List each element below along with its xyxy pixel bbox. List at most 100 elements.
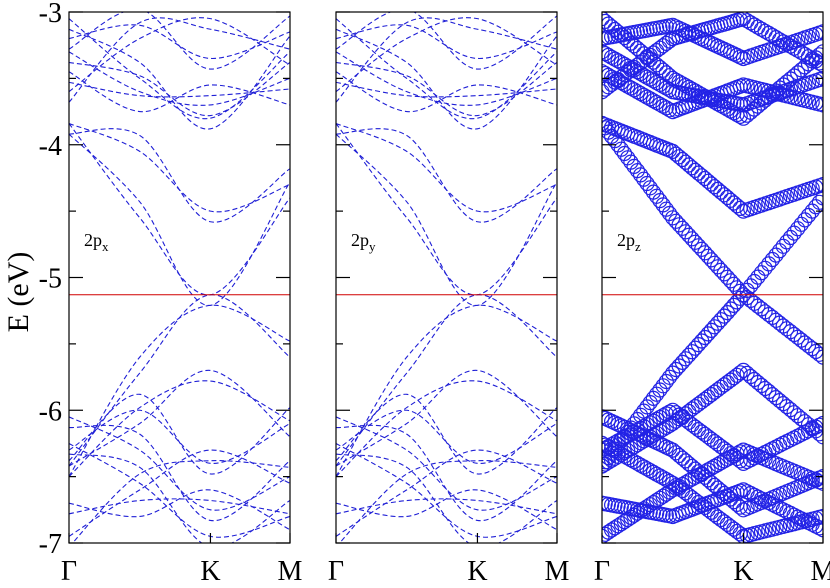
y-axis: -3 -4 -5 -6 -7 [39,0,62,560]
band-point [602,458,610,474]
band-line [336,61,557,117]
band-point [661,102,678,118]
band-point [811,47,823,63]
x-tick-label: K [200,556,220,587]
band-point [811,417,823,433]
y-axis-label: E (eV) [2,252,35,333]
panel-orbital-label: 2py [351,230,376,254]
band-line [336,133,557,306]
band-point [602,435,610,451]
band-line [69,453,290,543]
panel-1: Γ K M 2px [61,11,303,587]
band-line [336,51,557,106]
band-line [336,294,557,467]
band-line [69,393,290,475]
band-point [602,31,610,47]
band-point [603,413,620,429]
band-line [69,294,290,467]
band-line [71,460,290,543]
band-point [602,495,610,511]
band-point [811,346,823,362]
band-point [602,84,610,100]
band-line [338,460,557,543]
band-point [779,234,795,250]
band-point [815,415,823,432]
x-tick-label: M [278,556,303,587]
band-line [336,416,557,511]
band-point [661,404,678,420]
band-point [732,365,748,381]
y-tick-label: -5 [39,264,62,295]
band-point [815,475,823,491]
band-line [69,12,290,70]
band-point [761,256,777,272]
band-point [815,429,823,445]
band-point [811,55,823,71]
band-point [668,19,684,35]
x-tick-label: Γ [61,556,77,587]
band-line [69,71,290,113]
panel-3: Γ K M 2pz [594,11,830,587]
panels-layer: Γ K M 2px Γ K M 2py Γ K M 2pz [61,11,830,587]
panel-bands [69,12,290,543]
band-line [69,24,290,60]
band-line [336,24,557,60]
band-point [732,108,748,125]
band-line [336,128,557,223]
band-point [757,260,773,276]
band-line [336,442,557,538]
band-line [336,71,557,113]
band-line [336,393,557,475]
panel-bands [602,12,823,543]
band-line [69,81,290,98]
band-point [793,216,809,232]
x-tick-label: K [733,556,753,587]
band-point [768,247,784,263]
band-point [815,44,823,60]
band-line [69,380,290,478]
band-point [671,20,687,36]
band-line [69,122,290,213]
band-line [69,498,290,515]
y-tick-label: -4 [39,131,62,162]
band-point [753,265,770,281]
band-line [336,18,557,120]
band-point [732,290,748,306]
band-point [602,412,616,428]
band-point [815,190,823,206]
band-line [69,304,290,477]
y-tick-label: -6 [39,396,62,427]
band-point [710,38,726,55]
y-tick-label: -3 [39,0,62,29]
band-line [336,304,557,477]
band-point [790,221,806,237]
y-tick-label: -7 [39,529,62,560]
band-line [336,28,557,130]
band-line [336,380,557,478]
band-line [336,17,557,103]
band-line [69,123,290,296]
band-point [602,115,610,132]
band-point [771,243,788,259]
x-tick-label: Γ [328,556,344,587]
band-point [811,194,823,210]
x-tick-label: K [467,556,487,587]
band-line [69,442,290,538]
band-point [782,229,799,246]
band-point [815,508,823,525]
band-point [648,434,665,451]
band-point [815,97,823,113]
band-point [815,177,823,193]
band-line [69,61,290,117]
band-line [69,18,290,120]
band-line [336,81,557,98]
band-point [602,44,610,60]
panel-bands [336,12,557,543]
band-point [786,225,802,241]
x-tick-label: Γ [594,556,610,587]
band-line [69,133,290,306]
band-point [815,522,823,538]
band-point [602,409,610,425]
band-line [336,498,557,515]
